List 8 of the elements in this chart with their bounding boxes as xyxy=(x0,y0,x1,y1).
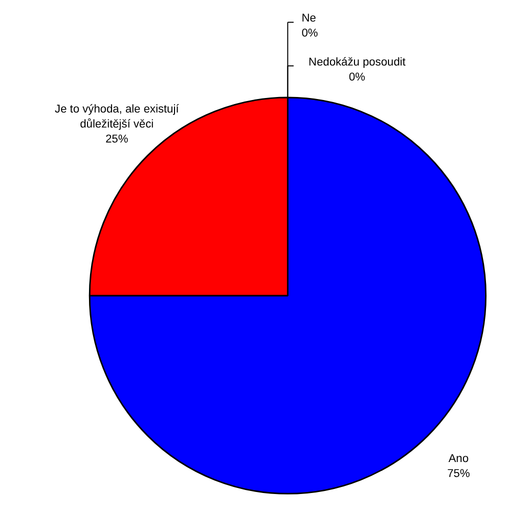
text: 0% xyxy=(302,28,318,40)
slice-label: Ano xyxy=(448,452,469,465)
data-label: 25% xyxy=(106,134,128,146)
legend-label: Nedokážu posoudit xyxy=(308,56,406,68)
slice-label: Je to výhoda, ale existují důležitější věci xyxy=(54,104,180,131)
legend-label: Ne xyxy=(302,12,316,25)
data-label: 75% xyxy=(447,468,470,480)
text: 0% xyxy=(348,71,366,84)
